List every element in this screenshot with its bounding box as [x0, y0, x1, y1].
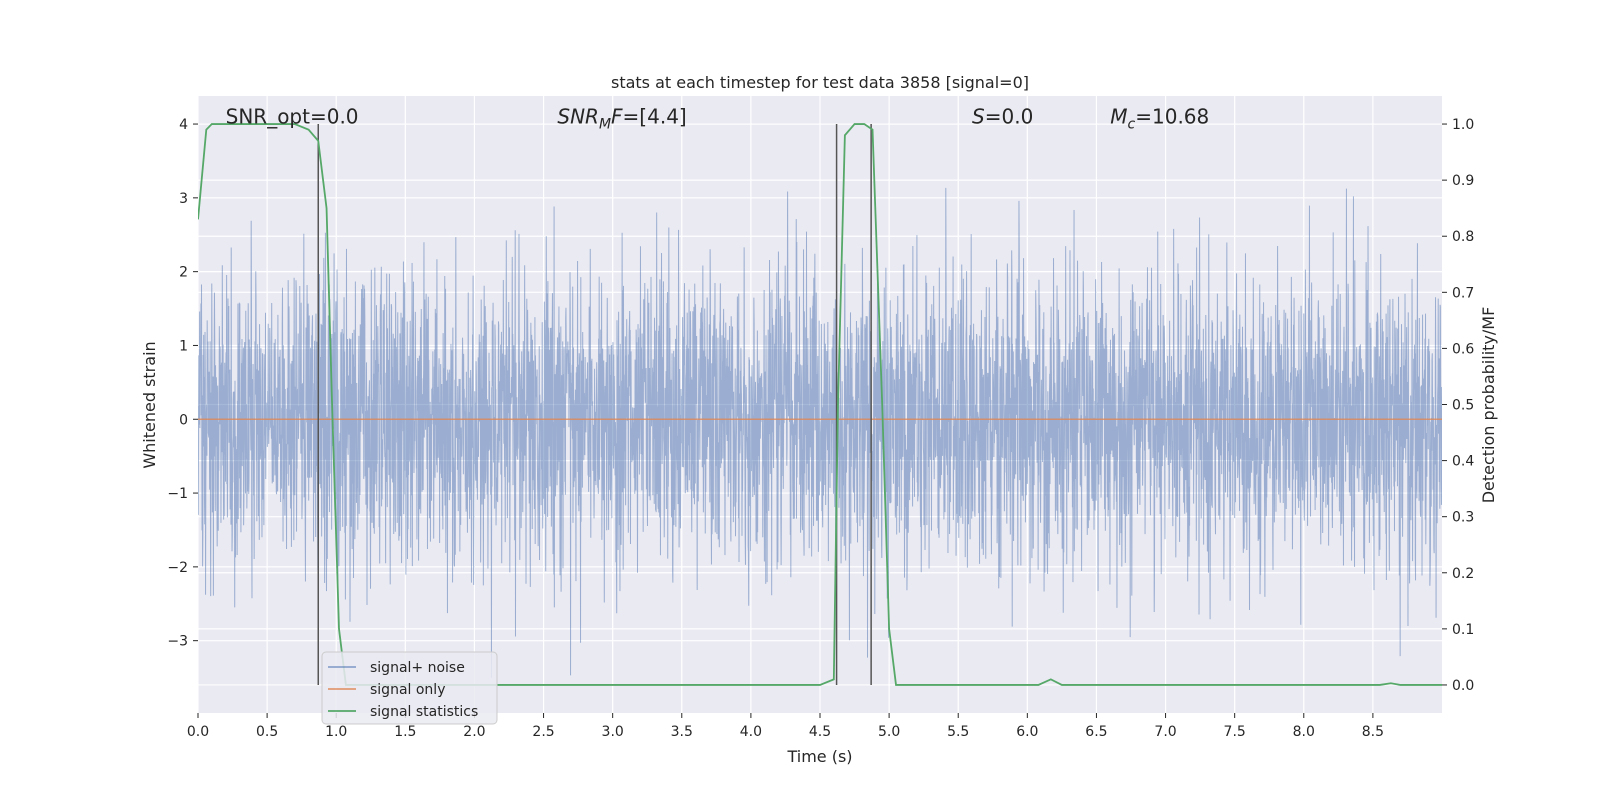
y-left-tick-label-4: 1 [179, 338, 188, 354]
y-left-tick-label-0: −3 [167, 634, 188, 650]
y-left-axis-ticks: −3 −2 −1 0 1 2 3 4 [167, 117, 198, 650]
chart-title: stats at each timestep for test data 385… [611, 73, 1029, 92]
x-tick-label-12: 6.0 [1016, 724, 1038, 740]
plot-content [198, 123, 1442, 686]
y-right-tick-label-5: 0.5 [1452, 398, 1474, 414]
y-left-tick-label-1: −2 [167, 560, 188, 576]
x-tick-label-2: 1.0 [325, 724, 347, 740]
y-left-tick-label-7: 4 [179, 117, 188, 133]
x-tick-label-0: 0.0 [187, 724, 209, 740]
x-tick-label-5: 2.5 [532, 724, 554, 740]
y-left-tick-label-3: 0 [179, 412, 188, 428]
y-right-tick-label-10: 1.0 [1452, 117, 1474, 133]
y-right-tick-label-8: 0.8 [1452, 229, 1474, 245]
y-left-tick-label-5: 2 [179, 265, 188, 281]
legend-label-0: signal+ noise [370, 660, 465, 676]
legend-box [321, 651, 498, 725]
x-tick-label-10: 5.0 [878, 724, 900, 740]
x-tick-label-9: 4.5 [809, 724, 831, 740]
y-right-tick-label-7: 0.7 [1452, 285, 1474, 301]
annotation-2: S=0.0 [972, 105, 1033, 129]
y-right-axis-label: Detection probability/MF [1479, 307, 1498, 504]
x-tick-label-8: 4.0 [740, 724, 762, 740]
x-tick-label-16: 8.0 [1293, 724, 1315, 740]
annotations: SNR_opt=0.0 SNRMF=[4.4] S=0.0 Mc=10.68 [226, 105, 1210, 133]
x-tick-label-6: 3.0 [602, 724, 624, 740]
y-right-axis-ticks: 0.0 0.1 0.2 0.3 0.4 0.5 0.6 0.7 0.8 0.9 1.0 [1442, 117, 1474, 694]
y-right-tick-label-3: 0.3 [1452, 510, 1474, 526]
series-signal-statistics [198, 123, 1442, 686]
x-axis-label: Time (s) [786, 747, 852, 766]
annotation-3: Mc=10.68 [1110, 105, 1209, 133]
x-tick-label-15: 7.5 [1224, 724, 1246, 740]
x-tick-label-1: 0.5 [256, 724, 278, 740]
y-right-tick-label-2: 0.2 [1452, 566, 1474, 582]
legend-label-1: signal only [370, 682, 445, 698]
series-signal-noise [198, 187, 1442, 678]
annotation-1: SNRMF=[4.4] [557, 105, 686, 133]
y-right-tick-label-0: 0.0 [1452, 678, 1474, 694]
x-tick-label-14: 7.0 [1154, 724, 1176, 740]
y-right-tick-label-1: 0.1 [1452, 622, 1474, 638]
legend: signal+ noise signal only signal statistic… [321, 651, 498, 725]
x-tick-label-4: 2.0 [463, 724, 485, 740]
y-left-tick-label-2: −1 [167, 486, 188, 502]
annotation-0: SNR_opt=0.0 [226, 105, 359, 129]
x-tick-label-7: 3.5 [671, 724, 693, 740]
y-right-tick-label-4: 0.4 [1452, 454, 1474, 470]
x-tick-label-13: 6.5 [1085, 724, 1107, 740]
x-tick-label-3: 1.5 [394, 724, 416, 740]
y-right-tick-label-6: 0.6 [1452, 341, 1474, 357]
y-left-tick-label-6: 3 [179, 191, 188, 207]
x-axis-ticks: 0.0 0.5 1.0 1.5 2.0 2.5 3.0 3.5 4.0 4.5 5.0 5.5 6.0 6… [187, 713, 1384, 740]
legend-label-2: signal statistics [370, 704, 478, 720]
y-right-tick-label-9: 0.9 [1452, 173, 1474, 189]
y-left-axis-label: Whitened strain [140, 341, 159, 468]
x-tick-label-17: 8.5 [1362, 724, 1384, 740]
x-tick-label-11: 5.5 [947, 724, 969, 740]
